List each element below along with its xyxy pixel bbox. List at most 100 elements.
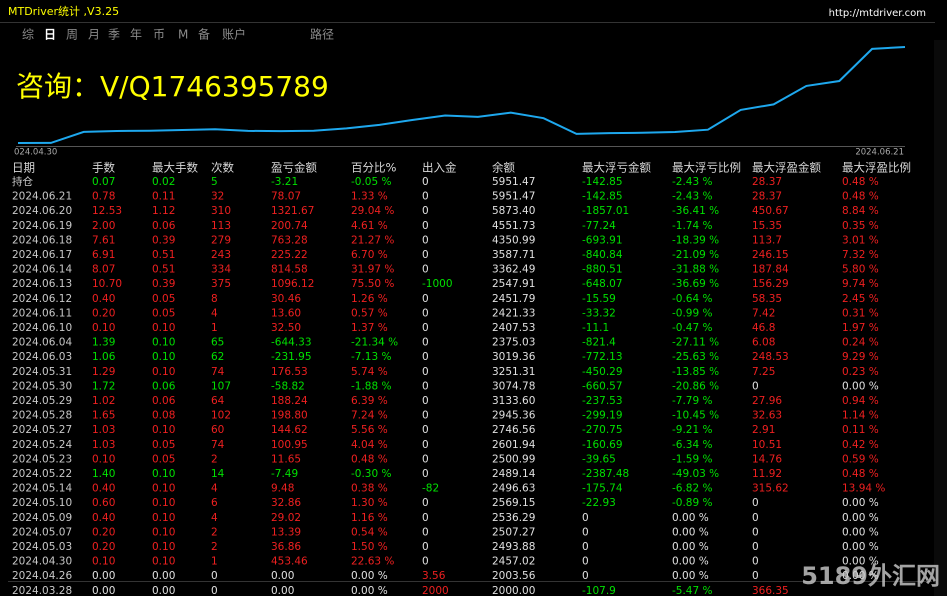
row-date: 2024.06.11 xyxy=(12,307,72,319)
table-cell: 1.03 xyxy=(92,439,115,451)
table-cell: 100.95 xyxy=(271,439,308,451)
tab[interactable]: 年 xyxy=(130,28,142,42)
app-title: MTDriver统计 ,V3.25 xyxy=(8,5,119,18)
table-cell: 0 xyxy=(422,439,429,451)
table-cell: -7.13 % xyxy=(351,351,392,363)
table-cell: 0.00 % xyxy=(351,585,388,596)
table-cell: 113 xyxy=(211,220,231,232)
table-cell: 0.00 % xyxy=(842,541,879,553)
table-cell: 450.67 xyxy=(752,205,789,217)
table-cell: 2507.27 xyxy=(492,526,535,538)
table-cell: 74 xyxy=(211,366,225,378)
tab[interactable]: 备 xyxy=(198,28,210,42)
table-cell: 2451.79 xyxy=(492,293,535,305)
table-cell: -13.85 % xyxy=(672,366,719,378)
table-cell: 64 xyxy=(211,395,225,407)
table-cell: 198.80 xyxy=(271,410,308,422)
tab[interactable]: 月 xyxy=(88,28,100,42)
table-cell: -880.51 xyxy=(582,264,623,276)
tab-bar: 综日周月季年币 M 备账户 路径 xyxy=(22,27,334,42)
table-cell: 107 xyxy=(211,380,231,392)
table-cell: -0.05 % xyxy=(351,176,392,188)
table-cell: -21.09 % xyxy=(672,249,719,261)
table-cell: 3587.71 xyxy=(492,249,535,261)
table-cell: 1.39 xyxy=(92,337,115,349)
table-cell: 1096.12 xyxy=(271,278,314,290)
table-cell: 0 xyxy=(582,512,589,524)
table-cell: 2569.15 xyxy=(492,497,535,509)
table-cell: -299.19 xyxy=(582,410,623,422)
table-cell: 5 xyxy=(211,176,218,188)
table-cell: 0.06 xyxy=(152,395,176,407)
tab[interactable]: 账户 xyxy=(222,27,246,42)
table-cell: 0.20 xyxy=(92,307,115,319)
site-url[interactable]: http://mtdriver.com xyxy=(829,8,926,19)
table-cell: -160.69 xyxy=(582,439,623,451)
table-cell: 14 xyxy=(211,468,225,480)
table-cell: -9.21 % xyxy=(672,424,713,436)
table-cell: 1.29 xyxy=(92,366,115,378)
tab[interactable]: 日 xyxy=(44,28,56,42)
table-cell: 0.51 xyxy=(152,249,175,261)
table-cell: 32 xyxy=(211,191,224,203)
tab[interactable]: 路径 xyxy=(310,27,334,42)
table-cell: -77.24 xyxy=(582,220,616,232)
table-cell: 4.04 % xyxy=(351,439,388,451)
table-cell: 0 xyxy=(582,541,589,553)
table-cell: 0.00 % xyxy=(842,512,879,524)
table-cell: 1.30 % xyxy=(351,497,388,509)
table-cell: 11.65 xyxy=(271,453,301,465)
row-date: 2024.05.27 xyxy=(12,424,72,436)
table-cell: 1.06 xyxy=(92,351,116,363)
table-cell: 1.33 % xyxy=(351,191,388,203)
table-cell: 0 xyxy=(422,380,429,392)
table-cell: 60 xyxy=(211,424,224,436)
table-cell: -648.07 xyxy=(582,278,623,290)
equity-curve xyxy=(17,46,906,144)
table-cell: -840.84 xyxy=(582,249,623,261)
table-cell: 11.92 xyxy=(752,468,782,480)
table-cell: 7.42 xyxy=(752,307,775,319)
table-cell: 187.84 xyxy=(752,264,789,276)
table-cell: 0 xyxy=(422,395,429,407)
table-cell: 1.65 xyxy=(92,410,115,422)
tab[interactable]: M xyxy=(178,28,188,42)
table-cell: 1.97 % xyxy=(842,322,879,334)
table-cell: 0.00 % xyxy=(672,541,709,553)
table-cell: 2457.02 xyxy=(492,556,535,568)
table-cell: 1 xyxy=(211,322,218,334)
table-cell: 1.03 xyxy=(92,424,115,436)
tab[interactable]: 季 xyxy=(108,28,120,42)
table-cell: 113.7 xyxy=(752,234,782,246)
table-cell: 0 xyxy=(752,497,759,509)
side-panel xyxy=(934,40,947,596)
table-cell: -1000 xyxy=(422,278,453,290)
table-cell: 0 xyxy=(422,191,429,203)
table-cell: 2945.36 xyxy=(492,410,536,422)
table-cell: 4350.99 xyxy=(492,234,535,246)
table-cell: -39.65 xyxy=(582,453,616,465)
table-cell: 13.60 xyxy=(271,307,301,319)
table-cell: 0 xyxy=(422,468,429,480)
table-cell: 1.40 xyxy=(92,468,115,480)
table-cell: 29.04 % xyxy=(351,205,394,217)
table-cell: -10.45 % xyxy=(672,410,719,422)
table-cell: 0 xyxy=(422,351,429,363)
table-cell: 9.29 % xyxy=(842,351,879,363)
table-cell: 5.56 % xyxy=(351,424,388,436)
tab[interactable]: 周 xyxy=(66,28,78,42)
table-cell: 0 xyxy=(422,541,429,553)
tab[interactable]: 综 xyxy=(22,28,34,42)
table-cell: 0.10 xyxy=(152,526,175,538)
table-cell: 0 xyxy=(422,526,429,538)
table-cell: -644.33 xyxy=(271,337,312,349)
table-cell: 0.00 % xyxy=(672,526,709,538)
table-cell: 3133.60 xyxy=(492,395,535,407)
table-cell: 0 xyxy=(422,220,429,232)
table-cell: 12.53 xyxy=(92,205,122,217)
table-cell: -772.13 xyxy=(582,351,623,363)
table-cell: 2536.29 xyxy=(492,512,535,524)
tab[interactable]: 币 xyxy=(153,28,165,42)
table-cell: 7.32 % xyxy=(842,249,879,261)
